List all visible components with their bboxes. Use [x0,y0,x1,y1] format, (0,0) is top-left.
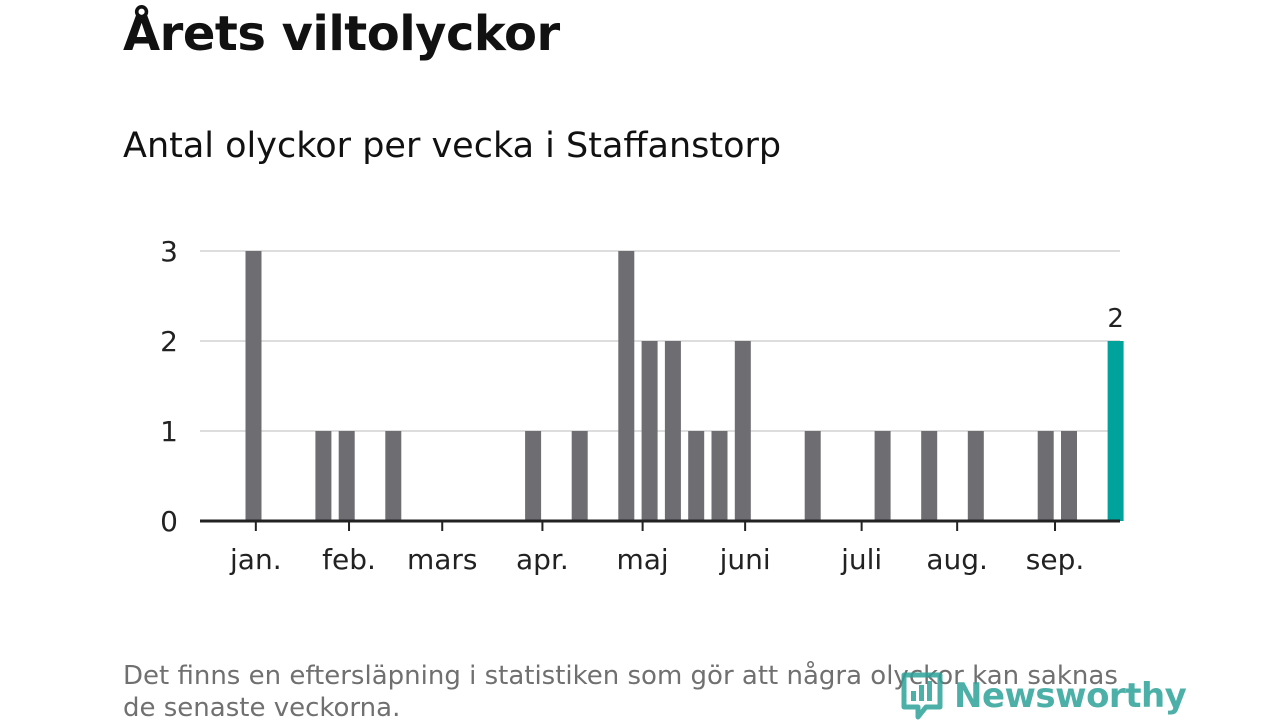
y-tick-label: 3 [160,235,178,268]
bar [664,341,681,521]
gridlines [200,250,1120,432]
y-tick-label: 1 [160,415,178,448]
bar [688,431,705,521]
bars [245,251,1124,521]
y-axis-ticks: 0 1 2 3 [160,235,178,538]
bar [734,341,751,521]
bar [338,431,355,521]
bar [1061,431,1077,521]
x-tick-label: juni [719,543,771,576]
x-tick-label: juli [840,543,882,576]
x-tick-label: aug. [926,543,988,576]
bar-highlight [1107,341,1124,521]
bar [571,431,588,521]
data-labels: 2 [1107,304,1124,334]
bar [618,251,635,521]
bar [1037,431,1054,521]
chart-title: Årets viltolyckor [123,6,560,62]
x-tick-label: jan. [229,543,282,576]
bar [921,431,938,521]
bar [804,431,821,521]
x-tick-label: feb. [322,543,376,576]
x-tick-label: sep. [1026,543,1085,576]
bar [874,431,891,521]
bar [525,431,542,521]
x-tick-label: apr. [516,543,569,576]
bar [385,431,402,521]
x-tick-label: mars [407,543,478,576]
bar [641,341,658,521]
bar [315,431,332,521]
chart-subtitle: Antal olyckor per vecka i Staffanstorp [123,126,782,166]
newsworthy-logo-icon [901,672,943,720]
logo-text: Newsworthy [954,676,1187,716]
data-label: 2 [1107,304,1124,334]
footnote: Det finns en eftersläpning i statistiken… [123,661,1118,723]
x-axis-ticks: jan. feb. mars apr. maj juni juli aug. sep. [229,521,1084,576]
bar [245,251,262,521]
y-tick-label: 0 [160,505,178,538]
bar [711,431,728,521]
bar [967,431,984,521]
newsworthy-logo: Newsworthy [900,668,1187,724]
x-tick-label: maj [617,543,669,576]
y-tick-label: 2 [160,325,178,358]
